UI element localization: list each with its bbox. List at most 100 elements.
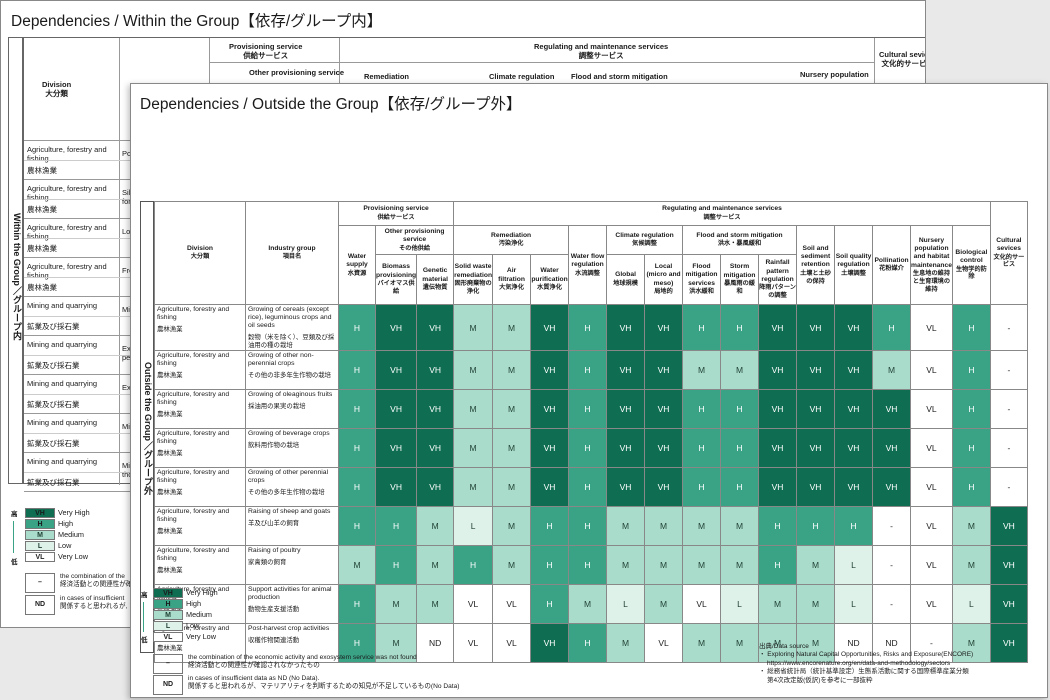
within-row-code: Min <box>122 305 135 314</box>
outside-note-na: – the combination of the economic activi… <box>153 654 417 674</box>
industry-header: Industry group 項目名 <box>245 201 339 305</box>
within-group-title: Dependencies / Within the Group【依存/グループ内… <box>11 13 383 30</box>
legend-item: M Medium <box>25 529 90 540</box>
rating-cell: VL <box>910 303 953 352</box>
rating-cell: H <box>338 467 376 508</box>
rating-cell: ND <box>834 623 874 664</box>
rating-cell: VH <box>796 303 836 352</box>
rating-cell: - <box>872 506 912 547</box>
outside-group-side-label-cell: Outside the Group／グループ外 <box>140 201 154 653</box>
rating-cell: - <box>989 467 1028 508</box>
col-biomass: Biomass provisioning バイオマス供給 <box>374 254 418 305</box>
within-row-division: Mining and quarrying <box>27 379 98 388</box>
legend-swatch: M <box>25 529 55 540</box>
rating-cell: H <box>682 303 722 352</box>
table-row: Agriculture, forestry and fishing 農林漁業 Gro… <box>154 428 1028 469</box>
within-row-code: Min <box>122 422 135 431</box>
rating-cell: ND <box>872 623 912 664</box>
rating-cell: M <box>606 623 646 664</box>
rating-cell: VL <box>910 584 953 625</box>
within-row-code: Silv for <box>122 188 135 206</box>
within-row-division: Mining and quarrying <box>27 340 98 349</box>
rating-cell: H <box>338 623 376 664</box>
rating-cell: VH <box>530 389 570 430</box>
within-row-code: Log <box>122 227 135 236</box>
col-genetic: Genetic material 遺伝物質 <box>416 254 455 305</box>
rating-cell: M <box>416 545 455 586</box>
rating-cell: M <box>796 584 836 625</box>
rating-cell: VH <box>758 467 798 508</box>
industry-cell: Raising of sheep and goats 羊及び山羊の飼育 <box>245 506 339 547</box>
rating-cell: VL <box>682 584 722 625</box>
rating-cell: VH <box>796 389 836 430</box>
rating-cell: VH <box>416 467 455 508</box>
rating-cell: H <box>338 389 376 430</box>
within-row-code: Ext pet <box>122 344 133 362</box>
table-row: Agriculture, forestry and fishing農林漁業Pos… <box>154 623 1028 664</box>
rating-cell: VH <box>834 467 874 508</box>
within-row-division: Agriculture, forestry and fishing <box>27 184 107 202</box>
col-flood-mitigation: Flood mitigation services 洪水緩和 <box>682 254 722 305</box>
col-water-flow: Water flow regulation 水流調整 <box>568 225 608 305</box>
rating-cell: H <box>834 506 874 547</box>
rating-cell: H <box>568 545 608 586</box>
rating-cell: VL <box>644 623 684 664</box>
table-row: Agriculture, forestry and fishing 農林漁業 Gro… <box>154 389 1028 430</box>
rating-cell: M <box>951 506 991 547</box>
industry-cell: Raising of poultry 家禽類の飼育 <box>245 545 339 586</box>
rating-cell: M <box>453 303 494 352</box>
rating-cell: VH <box>758 350 798 391</box>
rating-cell: VL <box>910 467 953 508</box>
within-row-code: Ext <box>122 383 133 392</box>
outside-note-nd: ND in cases of insufficient data as ND (… <box>153 675 460 695</box>
within-row-division-jp: 鉱業及び採石業 <box>27 322 80 331</box>
rating-cell: VH <box>758 389 798 430</box>
rating-cell: VL <box>910 389 953 430</box>
rating-cell: H <box>374 506 418 547</box>
rating-cell: VH <box>834 428 874 469</box>
within-row-division-jp: 農林漁業 <box>27 244 57 253</box>
outside-arrow-low: 低 <box>141 637 148 644</box>
rating-cell: M <box>796 545 836 586</box>
rating-cell: VH <box>530 303 570 352</box>
rating-cell: H <box>338 506 376 547</box>
rating-cell: VH <box>644 303 684 352</box>
legend-label: Very High <box>186 588 218 597</box>
rating-cell: H <box>568 389 608 430</box>
within-row-division-jp: 農林漁業 <box>27 166 57 175</box>
rating-cell: M <box>453 389 494 430</box>
col-air-filtration: Air filtration 大気浄化 <box>492 254 532 305</box>
table-row: Agriculture, forestry and fishing 農林漁業 Gro… <box>154 350 1028 391</box>
flood-header: Flood and storm mitigation 洪水・暴風緩和 <box>682 225 798 255</box>
rating-cell: L <box>834 584 874 625</box>
rating-cell: H <box>338 428 376 469</box>
bt-regulating-header: Regulating and maintenance services 調整サービ… <box>534 42 669 61</box>
legend-label: Very High <box>58 508 90 517</box>
outside-arrow-high: 高 <box>141 592 148 599</box>
within-arrow-high: 高 <box>11 511 18 518</box>
rating-cell: H <box>568 303 608 352</box>
rating-cell: H <box>568 428 608 469</box>
table-row: Agriculture, forestry and fishing 農林漁業 Rai… <box>154 545 1028 586</box>
rating-cell: M <box>453 467 494 508</box>
rating-cell: M <box>606 506 646 547</box>
rating-cell: VH <box>834 350 874 391</box>
rating-cell: VH <box>796 467 836 508</box>
rating-cell: M <box>951 623 991 664</box>
legend-label: Very Low <box>186 632 217 641</box>
bt-flood-header: Flood and storm mitigation <box>571 72 668 81</box>
bt-nursery-header: Nursery population <box>800 70 869 79</box>
rating-cell: M <box>374 584 418 625</box>
rating-cell: H <box>530 545 570 586</box>
rating-cell: H <box>568 506 608 547</box>
rating-cell: M <box>492 428 532 469</box>
rating-cell: VH <box>606 389 646 430</box>
rating-cell: M <box>758 623 798 664</box>
rating-cell: M <box>720 506 760 547</box>
rating-cell: VH <box>989 506 1028 547</box>
rating-cell: M <box>644 545 684 586</box>
rating-cell: VH <box>530 467 570 508</box>
